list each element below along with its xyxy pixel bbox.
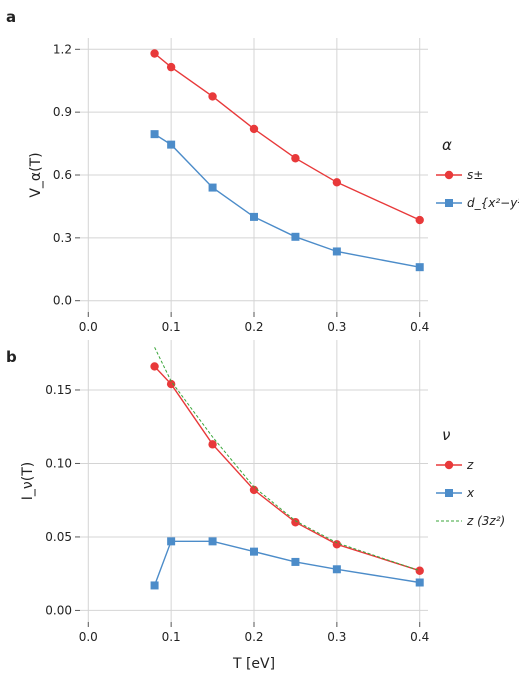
x-axis-label: T [eV] (232, 656, 275, 672)
panel-label: a (6, 8, 16, 26)
data-point (167, 537, 176, 546)
x-tick-label: 0.0 (79, 630, 98, 644)
y-tick-label: 0.10 (45, 456, 72, 470)
data-point (150, 581, 159, 590)
data-point (250, 547, 258, 556)
data-point (291, 232, 300, 241)
series-line (153, 540, 420, 586)
y-tick-label: 0.00 (45, 603, 72, 617)
data-point (291, 557, 300, 566)
x-tick-label: 0.4 (410, 630, 429, 644)
y-axis-label: V_α(T) (28, 152, 44, 197)
data-point (415, 566, 424, 575)
legend-entry-label: d_{x²−y²} (467, 196, 519, 210)
series-line (154, 133, 420, 268)
series-line (154, 347, 420, 572)
y-tick-label: 1.2 (53, 42, 72, 56)
y-tick-label: 0.15 (45, 383, 72, 397)
legend-title: ν (442, 426, 450, 444)
x-tick-label: 0.3 (327, 630, 346, 644)
y-tick-label: 0.6 (53, 168, 72, 182)
y-tick-label: 0.9 (53, 105, 72, 119)
data-point (249, 485, 259, 495)
data-point (208, 440, 217, 449)
y-tick-label: 0.0 (53, 294, 72, 308)
panel-label: b (6, 348, 17, 366)
data-point (332, 565, 341, 574)
x-tick-label: 0.2 (244, 320, 263, 334)
data-point (150, 362, 159, 371)
panel-b: 0.0 0.1 0.2 0.3 0.4 0.00 0.05 0.10 0.15 b I_ν(T) T … (6, 340, 505, 672)
data-point (291, 518, 300, 527)
legend-marker (444, 170, 454, 180)
legend-marker (445, 199, 453, 207)
panel-a: 0.0 0.1 0.2 0.3 0.4 0.0 0.3 0.6 0.9 1.2 a V_α(T) α s±… (6, 8, 519, 334)
legend-entry-label: z (3z²) (466, 514, 505, 528)
data-point (208, 92, 217, 101)
data-point (332, 247, 341, 256)
series-line (154, 366, 420, 572)
x-tick-label: 0.2 (244, 630, 263, 644)
legend-marker (444, 460, 454, 470)
y-tick-label: 0.3 (53, 231, 72, 245)
data-point (167, 140, 176, 149)
data-point (150, 49, 159, 58)
data-point (415, 263, 424, 272)
x-tick-label: 0.1 (162, 320, 181, 334)
legend-entry-label: z (466, 458, 474, 472)
legend-marker (445, 489, 453, 497)
legend-entry-label: x (466, 486, 475, 500)
data-point (249, 124, 259, 134)
data-point (166, 379, 176, 389)
data-point (250, 212, 258, 221)
legend-entry-label: s± (467, 168, 483, 182)
data-point (415, 215, 424, 225)
x-tick-label: 0.4 (410, 320, 429, 334)
y-tick-label: 0.05 (45, 530, 72, 544)
data-point (332, 178, 342, 187)
data-point (166, 62, 176, 72)
legend-title: α (442, 136, 452, 154)
x-tick-label: 0.3 (327, 320, 346, 334)
data-point (208, 183, 217, 192)
x-tick-label: 0.1 (162, 630, 181, 644)
y-axis-label: I_ν(T) (20, 462, 36, 500)
data-point (208, 537, 217, 546)
x-tick-label: 0.0 (79, 320, 98, 334)
series-line (154, 52, 420, 221)
data-point (291, 154, 300, 163)
data-point (415, 578, 424, 587)
data-point (150, 130, 159, 139)
